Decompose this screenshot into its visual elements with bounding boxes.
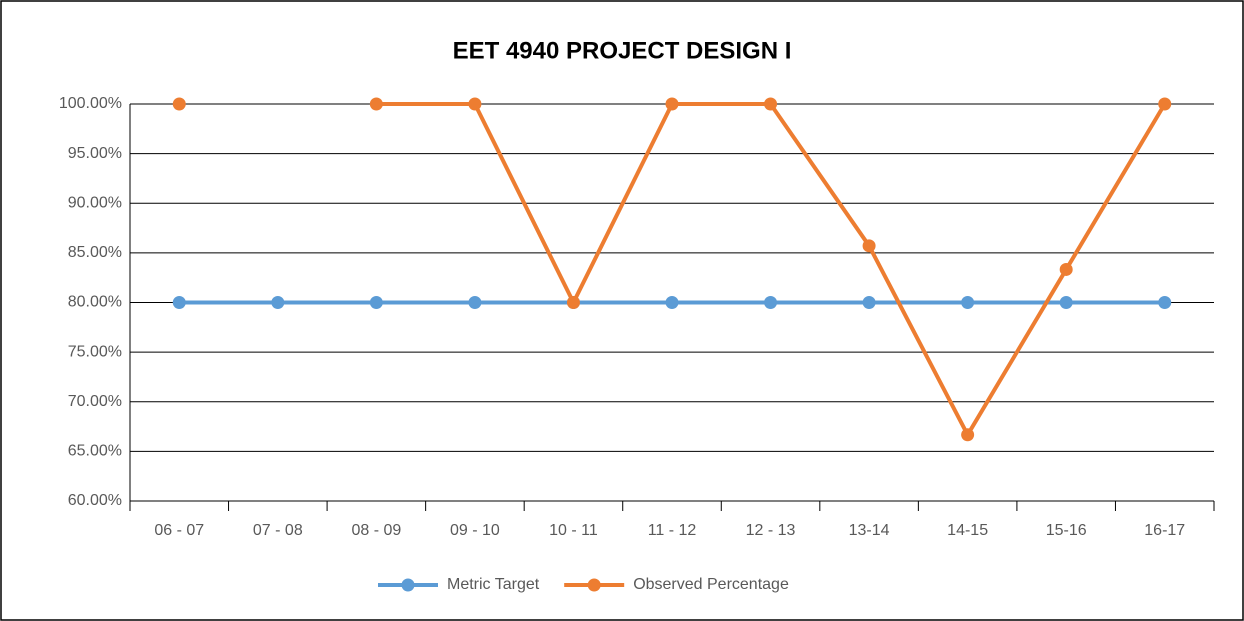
point-marker: [1158, 296, 1172, 309]
point-marker: [172, 97, 186, 111]
point-marker: [271, 296, 285, 309]
point-marker: [369, 296, 383, 309]
point-marker: [665, 296, 679, 309]
y-tick-label: 95.00%: [68, 145, 122, 162]
point-marker: [764, 97, 778, 111]
point-marker: [1059, 262, 1073, 276]
point-marker: [1059, 296, 1073, 309]
point-marker: [566, 296, 580, 309]
point-marker: [665, 97, 679, 111]
legend-marker: [587, 578, 601, 592]
legend-marker: [401, 578, 415, 592]
point-marker: [1158, 97, 1172, 111]
y-tick-label: 80.00%: [68, 294, 122, 311]
point-marker: [862, 296, 876, 309]
point-marker: [961, 296, 975, 309]
x-tick-label: 10 - 11: [549, 522, 598, 539]
point-marker: [468, 296, 482, 309]
point-marker: [468, 97, 482, 111]
point-marker: [369, 97, 383, 111]
x-tick-label: 07 - 08: [253, 522, 303, 539]
y-tick-label: 75.00%: [68, 343, 122, 360]
x-tick-label: 14-15: [947, 522, 988, 539]
x-tick-label: 13-14: [849, 522, 890, 539]
y-tick-label: 100.00%: [59, 95, 122, 112]
point-marker: [961, 428, 975, 442]
x-tick-label: 06 - 07: [154, 522, 204, 539]
y-tick-label: 60.00%: [68, 492, 122, 509]
legend-label: Observed Percentage: [633, 576, 789, 593]
y-tick-label: 65.00%: [68, 443, 122, 460]
x-tick-label: 16-17: [1144, 522, 1185, 539]
x-tick-label: 15-16: [1046, 522, 1087, 539]
x-tick-label: 08 - 09: [351, 522, 401, 539]
x-tick-label: 11 - 12: [648, 522, 697, 539]
chart-title: EET 4940 PROJECT DESIGN I: [453, 37, 792, 64]
legend-label: Metric Target: [447, 576, 540, 593]
y-tick-label: 90.00%: [68, 194, 122, 211]
point-marker: [862, 239, 876, 253]
x-tick-label: 09 - 10: [450, 522, 500, 539]
x-tick-label: 12 - 13: [746, 522, 796, 539]
point-marker: [172, 296, 186, 309]
y-tick-label: 70.00%: [68, 393, 122, 410]
y-tick-label: 85.00%: [68, 244, 122, 261]
point-marker: [764, 296, 778, 309]
